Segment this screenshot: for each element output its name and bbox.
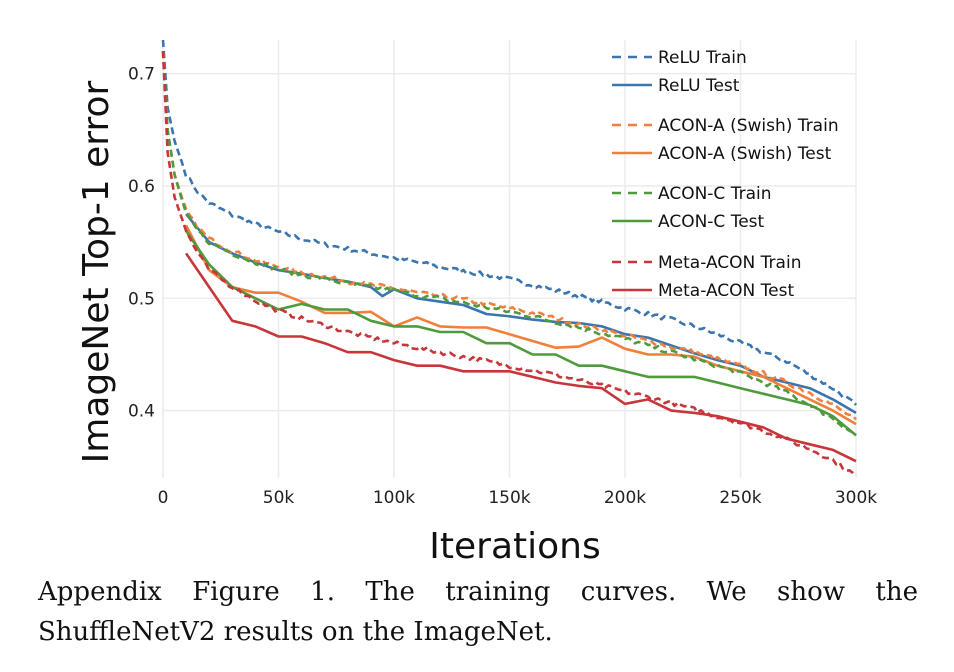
y-tick-label: 0.5	[128, 289, 155, 309]
series-line-acon-a-swish-train	[161, 51, 858, 421]
legend-label: ReLU Test	[658, 76, 740, 96]
x-tick-label: 0	[158, 488, 169, 508]
figure-caption: Appendix Figure 1. The training curves. …	[38, 577, 918, 647]
x-tick-label: 100k	[373, 488, 415, 508]
y-tick-label: 0.7	[128, 65, 155, 85]
x-tick-label: 250k	[719, 488, 761, 508]
series-line-relu-train	[161, 39, 858, 406]
legend-label: Meta-ACON Train	[658, 253, 801, 273]
x-tick-labels: 0 50k 100k 150k 200k 250k 300k	[158, 488, 878, 508]
series-line-acon-a-swish-test	[184, 224, 857, 426]
x-axis-label: Iterations	[429, 526, 600, 567]
series-line-acon-c-train	[161, 51, 857, 437]
legend-label: ACON-A (Swish) Test	[658, 144, 832, 164]
y-tick-labels: 0.4 0.5 0.6 0.7	[128, 65, 155, 422]
training-curves-chart: 0 50k 100k 150k 200k 250k 300k 0.4 0.5 0.6 0.7 Re…	[76, 39, 878, 567]
x-tick-label: 150k	[488, 488, 530, 508]
grid-lines	[162, 40, 857, 478]
y-axis-label: ImageNet Top-1 error	[76, 80, 117, 463]
y-tick-label: 0.4	[128, 402, 155, 422]
legend-label: ACON-A (Swish) Train	[658, 116, 839, 136]
series-lines	[161, 39, 858, 477]
x-tick-label: 50k	[263, 488, 295, 508]
series-line-meta-acon-test	[185, 252, 857, 463]
legend-label: Meta-ACON Test	[658, 281, 794, 301]
legend-label: ACON-C Test	[658, 212, 765, 232]
legend-label: ACON-C Train	[658, 184, 772, 204]
series-line-acon-c-test	[185, 230, 857, 437]
y-tick-label: 0.6	[128, 177, 155, 197]
x-tick-label: 300k	[835, 488, 877, 508]
x-tick-label: 200k	[604, 488, 646, 508]
legend: ReLU Train ReLU Test ACON-A (Swish) Train A…	[612, 48, 839, 301]
legend-label: ReLU Train	[658, 48, 747, 68]
